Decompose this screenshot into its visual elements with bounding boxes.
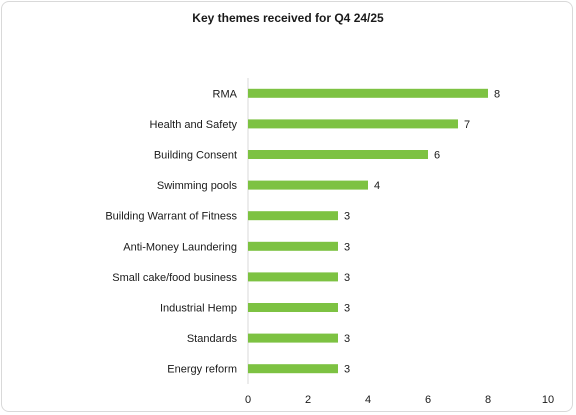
bar <box>248 333 338 343</box>
data-label: 3 <box>344 333 350 345</box>
bar <box>248 150 428 159</box>
category-label: Industrial Hemp <box>160 303 237 315</box>
chart-title: Key themes received for Q4 24/25 <box>192 11 384 25</box>
bar <box>248 303 338 312</box>
x-tick-label: 6 <box>425 394 431 406</box>
bar <box>248 180 368 190</box>
x-tick-label: 10 <box>542 394 554 406</box>
data-label: 8 <box>494 88 500 100</box>
category-label: RMA <box>213 88 238 100</box>
category-label: Building Warrant of Fitness <box>105 211 237 223</box>
category-label: Health and Safety <box>150 119 238 131</box>
bar <box>248 211 338 221</box>
bar <box>248 119 458 129</box>
x-tick-label: 4 <box>365 394 371 406</box>
data-label: 6 <box>434 150 440 162</box>
data-label: 7 <box>464 119 470 131</box>
category-label: Anti-Money Laundering <box>123 241 237 253</box>
x-tick-label: 8 <box>485 394 491 406</box>
bar <box>248 272 338 282</box>
category-label: Energy reform <box>167 364 237 376</box>
bar <box>248 88 488 98</box>
data-label: 3 <box>344 303 350 315</box>
data-label: 3 <box>344 364 350 376</box>
bar <box>248 364 338 374</box>
category-label: Small cake/food business <box>112 272 237 284</box>
x-tick-label: 2 <box>305 394 311 406</box>
category-label: Building Consent <box>154 150 237 162</box>
bar <box>248 241 338 251</box>
data-label: 3 <box>344 211 350 223</box>
data-label: 3 <box>344 272 350 284</box>
category-label: Standards <box>187 333 238 345</box>
category-label: Swimming pools <box>157 180 238 192</box>
x-tick-label: 0 <box>245 394 251 406</box>
data-label: 3 <box>344 241 350 253</box>
data-label: 4 <box>374 180 380 192</box>
